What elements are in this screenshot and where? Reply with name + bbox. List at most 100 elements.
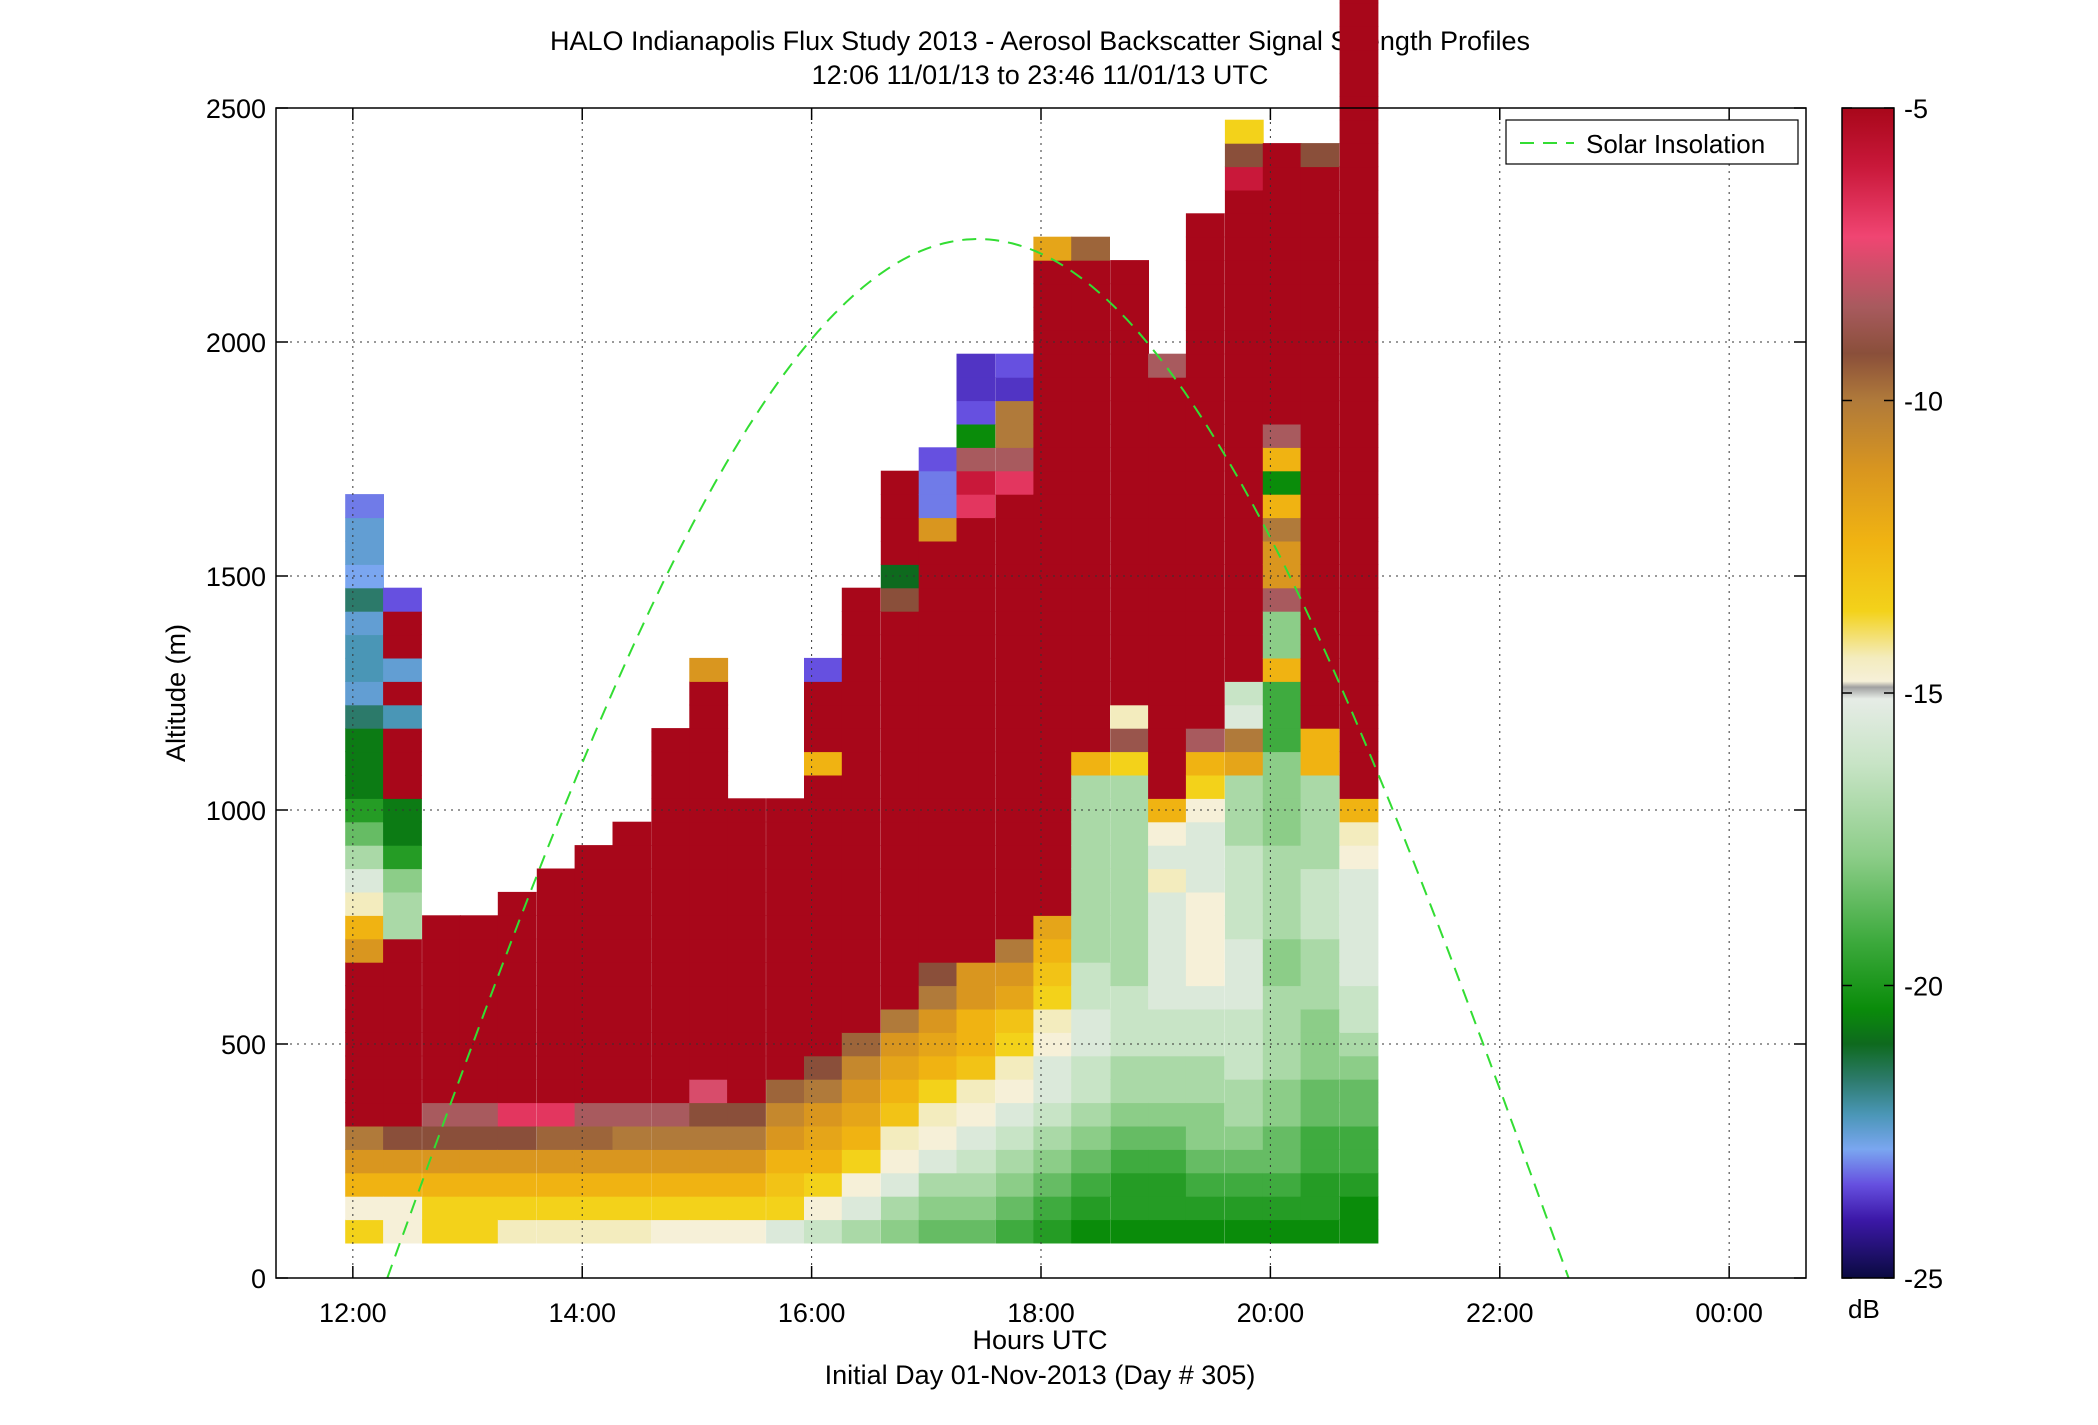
heatmap-cell xyxy=(1110,1125,1149,1150)
heatmap-cell xyxy=(689,1102,729,1127)
heatmap-cell xyxy=(689,1219,729,1244)
heatmap-cell xyxy=(918,1172,958,1197)
heatmap-cell xyxy=(383,728,422,753)
heatmap-cell xyxy=(383,681,422,706)
heatmap-cell xyxy=(1148,1102,1187,1127)
heatmap-cell xyxy=(1300,962,1340,987)
heatmap-cell xyxy=(459,1079,499,1104)
heatmap-cell xyxy=(1110,1008,1149,1033)
heatmap-cell xyxy=(766,1032,805,1057)
heatmap-cell xyxy=(1033,447,1073,472)
heatmap-cell xyxy=(1262,494,1302,519)
heatmap-cell xyxy=(1262,681,1302,706)
heatmap-cell xyxy=(1224,377,1264,402)
heatmap-cell xyxy=(1185,260,1225,285)
heatmap-cell xyxy=(1185,517,1225,542)
heatmap-cell xyxy=(918,1149,958,1174)
heatmap-cell xyxy=(1071,891,1110,916)
heatmap-cell xyxy=(1339,236,1379,261)
heatmap-cell xyxy=(880,1079,920,1104)
heatmap-cell xyxy=(345,704,384,729)
heatmap-cell xyxy=(1300,938,1340,963)
heatmap-cell xyxy=(1339,1149,1379,1174)
heatmap-cell xyxy=(1185,213,1225,238)
colorbar-tick-label: -15 xyxy=(1904,679,1943,709)
heatmap-cell xyxy=(1262,704,1302,729)
heatmap-cell xyxy=(1224,868,1264,893)
heatmap-cell xyxy=(1185,470,1225,495)
heatmap-cell xyxy=(1300,611,1340,636)
heatmap-cell xyxy=(345,634,384,659)
heatmap-cell xyxy=(995,494,1035,519)
heatmap-cell xyxy=(651,1008,691,1033)
heatmap-cell xyxy=(459,962,499,987)
heatmap-cell xyxy=(1262,400,1302,425)
heatmap-cell xyxy=(1224,915,1264,940)
heatmap-cell xyxy=(651,1055,691,1080)
heatmap-cell xyxy=(880,962,920,987)
heatmap-cell xyxy=(1071,962,1110,987)
heatmap-cell xyxy=(727,1008,766,1033)
heatmap-cell xyxy=(880,845,920,870)
heatmap-cell xyxy=(1185,330,1225,355)
heatmap-cell xyxy=(345,728,384,753)
heatmap-cell xyxy=(574,962,614,987)
heatmap-cell xyxy=(1300,540,1340,565)
heatmap-cell xyxy=(1071,1032,1110,1057)
heatmap-cell xyxy=(1033,634,1073,659)
heatmap-cell xyxy=(841,915,881,940)
heatmap-cell xyxy=(1071,1055,1110,1080)
heatmap-cell xyxy=(1033,1055,1073,1080)
heatmap-cell xyxy=(1224,166,1264,191)
heatmap-cell xyxy=(422,938,461,963)
heatmap-cell xyxy=(1262,1125,1302,1150)
heatmap-cell xyxy=(995,845,1035,870)
heatmap-cell xyxy=(766,1008,805,1033)
heatmap-cell xyxy=(497,891,537,916)
heatmap-cell xyxy=(1224,1055,1264,1080)
heatmap-cell xyxy=(1110,657,1149,682)
heatmap-cell xyxy=(918,1196,958,1221)
heatmap-cell xyxy=(383,1102,422,1127)
heatmap-cell xyxy=(383,751,422,776)
heatmap-cell xyxy=(689,891,729,916)
heatmap-cell xyxy=(1224,1219,1264,1244)
heatmap-cell xyxy=(1262,962,1302,987)
heatmap-cell xyxy=(1185,1219,1225,1244)
heatmap-cell xyxy=(1148,517,1187,542)
heatmap-cell xyxy=(841,704,881,729)
heatmap-cell xyxy=(1110,1219,1149,1244)
heatmap-cell xyxy=(345,868,384,893)
heatmap-cell xyxy=(536,938,576,963)
heatmap-cell xyxy=(918,985,958,1010)
heatmap-cell xyxy=(459,1149,499,1174)
heatmap-cell xyxy=(995,1196,1035,1221)
heatmap-cell xyxy=(1262,915,1302,940)
heatmap-cell xyxy=(804,774,843,799)
heatmap-cell xyxy=(1224,962,1264,987)
heatmap-cell xyxy=(1224,447,1264,472)
heatmap-cell xyxy=(880,774,920,799)
heatmap-cell xyxy=(1110,353,1149,378)
heatmap-cell xyxy=(1224,1102,1264,1127)
heatmap-cell xyxy=(1071,657,1110,682)
heatmap-cell xyxy=(1300,728,1340,753)
heatmap-cell xyxy=(1339,1102,1379,1127)
heatmap-cell xyxy=(995,868,1035,893)
heatmap-cell xyxy=(880,1055,920,1080)
heatmap-cell xyxy=(345,1196,384,1221)
heatmap-cell xyxy=(651,1032,691,1057)
heatmap-cell xyxy=(459,1125,499,1150)
heatmap-cell xyxy=(1224,1008,1264,1033)
heatmap-cell xyxy=(1339,517,1379,542)
heatmap-cell xyxy=(1185,915,1225,940)
heatmap-cell xyxy=(1033,681,1073,706)
heatmap-cell xyxy=(1148,587,1187,612)
heatmap-cell xyxy=(536,1079,576,1104)
heatmap-cell xyxy=(1071,260,1110,285)
heatmap-cell xyxy=(956,774,996,799)
heatmap-cell xyxy=(995,1008,1035,1033)
heatmap-cell xyxy=(1339,1196,1379,1221)
heatmap-cell xyxy=(880,657,920,682)
heatmap-cell xyxy=(1300,166,1340,191)
